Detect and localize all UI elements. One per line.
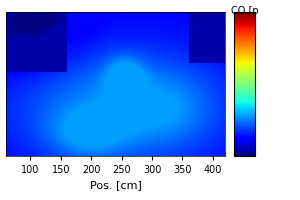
Text: CO [p: CO [p — [231, 6, 259, 16]
X-axis label: Pos. [cm]: Pos. [cm] — [90, 181, 141, 191]
